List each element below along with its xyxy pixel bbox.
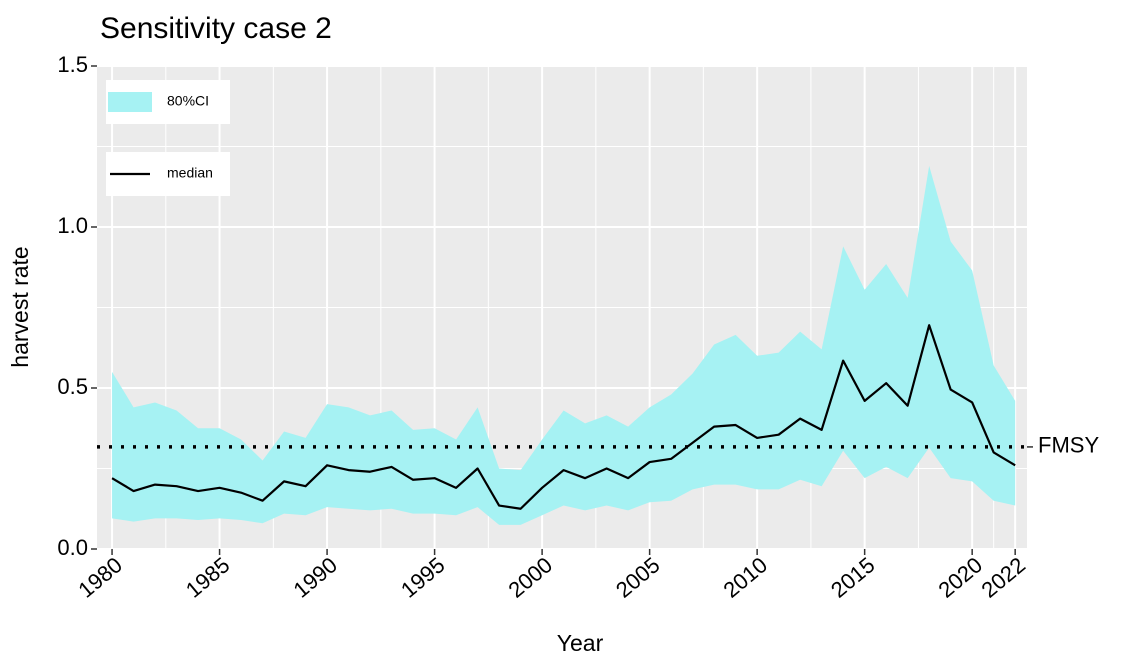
y-tick-label: 1.0 [57, 213, 88, 238]
x-tick-label: 2005 [611, 552, 665, 603]
y-axis-label: harvest rate [7, 246, 33, 367]
legend-label: median [167, 165, 213, 181]
median-line [111, 324, 1016, 510]
x-tick-label: 2015 [826, 552, 880, 603]
legend-label: 80%CI [167, 93, 209, 109]
y-tick-label: 1.5 [57, 52, 88, 77]
x-tick-label: 1985 [181, 552, 235, 603]
chart-title: Sensitivity case 2 [100, 12, 332, 45]
x-tick-label: 2010 [719, 552, 773, 603]
y-tick-label: 0.0 [57, 535, 88, 560]
x-tick-label: 2022 [977, 552, 1031, 603]
reference-label: FMSY [1038, 433, 1099, 458]
x-axis-label: Year [557, 630, 604, 656]
x-tick-label: 2000 [503, 552, 557, 603]
x-tick-label: 2020 [934, 552, 988, 603]
y-tick-label: 0.5 [57, 374, 88, 399]
ci-band [112, 165, 1016, 525]
x-tick-label: 1995 [396, 552, 450, 603]
legend-key [108, 92, 152, 112]
x-tick-label: 1990 [288, 552, 342, 603]
